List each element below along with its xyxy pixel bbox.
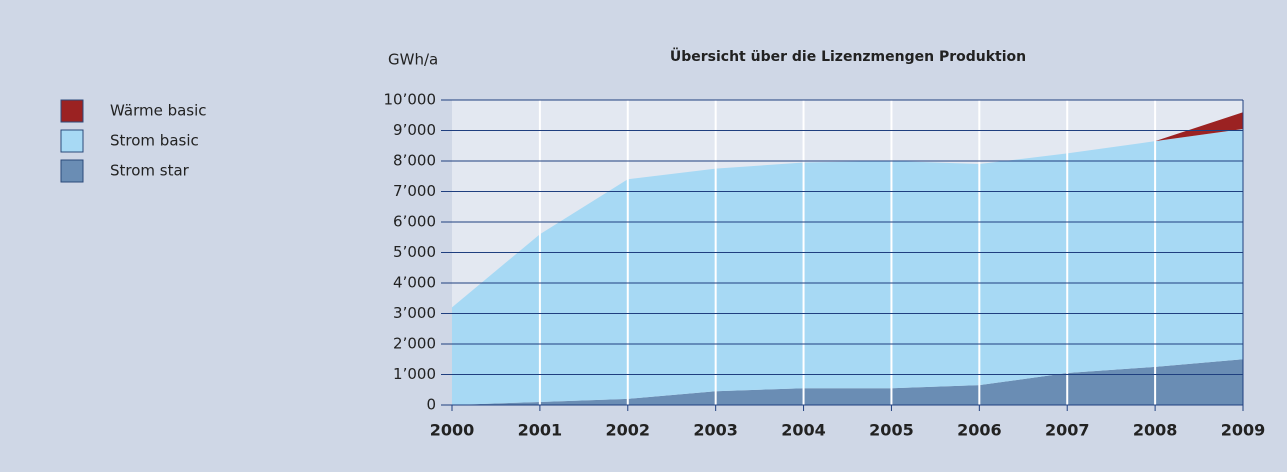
- x-tick-label: 2008: [1133, 421, 1178, 440]
- y-tick-label: 4’000: [393, 274, 436, 292]
- y-tick-label: 2’000: [393, 335, 436, 353]
- legend-label: Wärme basic: [110, 102, 207, 120]
- y-tick-label: 5’000: [393, 243, 436, 261]
- x-tick-label: 2001: [518, 421, 563, 440]
- y-tick-label: 10’000: [384, 91, 437, 109]
- legend-swatch: [60, 99, 84, 123]
- area: [452, 128, 1243, 405]
- y-tick-label: 0: [426, 396, 436, 414]
- y-tick-label: 9’000: [393, 121, 436, 139]
- y-tick-label: 1’000: [393, 365, 436, 383]
- legend-label: Strom star: [110, 162, 190, 180]
- x-tick-label: 2002: [606, 421, 651, 440]
- x-tick-label: 2009: [1221, 421, 1266, 440]
- y-tick-label: 3’000: [393, 304, 436, 322]
- y-axis-label: GWh/a: [388, 51, 438, 69]
- x-tick-label: 2004: [781, 421, 826, 440]
- legend-swatch: [60, 129, 84, 153]
- area: [452, 359, 1243, 405]
- x-tick-label: 2005: [869, 421, 914, 440]
- x-tick-label: 2007: [1045, 421, 1090, 440]
- x-tick-label: 2006: [957, 421, 1002, 440]
- x-tick-label: 2000: [430, 421, 475, 440]
- chart-title: Übersicht über die Lizenzmengen Produkti…: [670, 47, 1026, 65]
- y-tick-label: 8’000: [393, 152, 436, 170]
- y-tick-label: 6’000: [393, 213, 436, 231]
- x-tick-label: 2003: [693, 421, 738, 440]
- legend-swatch: [60, 159, 84, 183]
- legend-label: Strom basic: [110, 132, 199, 150]
- y-tick-label: 7’000: [393, 182, 436, 200]
